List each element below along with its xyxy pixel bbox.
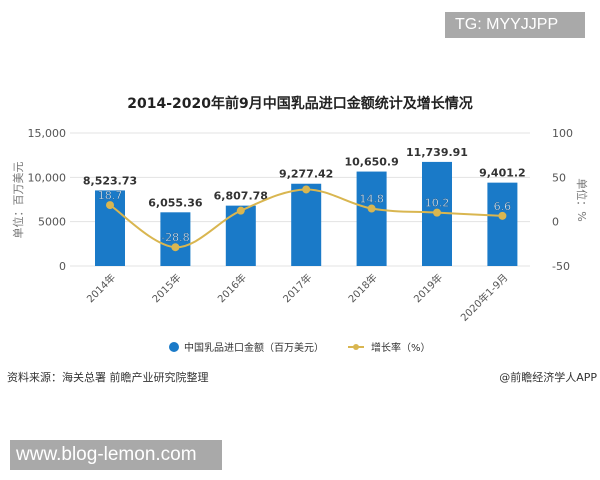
growth-point (106, 201, 114, 210)
x-tick: 2018年 (345, 271, 379, 305)
growth-label: 6.6 (494, 200, 512, 213)
watermark-tag: TG: MYYJJPP (445, 12, 585, 38)
y-tick-right: -50 (552, 260, 570, 273)
growth-point (171, 243, 180, 252)
growth-point (367, 204, 376, 213)
bar (487, 182, 518, 266)
bar-label: 8,523.73 (83, 174, 137, 187)
legend-bar-marker (169, 342, 179, 352)
source-note: 资料来源：海关总署 前瞻产业研究院整理 (7, 371, 209, 384)
y-tick-left: 15,000 (28, 127, 67, 140)
legend-line-dot (353, 344, 359, 350)
growth-point (433, 208, 441, 217)
x-tick: 2015年 (149, 271, 183, 305)
growth-point (498, 211, 507, 220)
y-tick-right: 100 (552, 127, 573, 140)
growth-label: 10.2 (425, 197, 450, 210)
x-tick: 2016年 (215, 271, 249, 305)
y-axis-label-left: 单位：百万美元 (11, 162, 25, 239)
chart-title: 2014-2020年前9月中国乳品进口金额统计及增长情况 (127, 96, 473, 112)
bar (291, 183, 322, 266)
site-watermark: www.blog-lemon.com (10, 440, 222, 470)
y-tick-left: 5000 (38, 216, 66, 229)
growth-point (302, 185, 311, 194)
growth-label: -28.8 (161, 231, 189, 244)
legend-bar-label: 中国乳品进口金额（百万美元） (184, 341, 324, 354)
y-tick-right: 50 (552, 171, 566, 184)
bar (356, 171, 387, 266)
x-tick: 2019年 (411, 271, 445, 305)
x-tick: 2014年 (84, 271, 118, 305)
growth-label: 18.7 (98, 189, 123, 202)
x-tick: 2020年1-9月 (458, 271, 511, 324)
growth-label: 14.8 (359, 193, 384, 206)
y-tick-left: 0 (59, 260, 66, 273)
bar-label: 9,277.42 (279, 168, 333, 181)
bar (225, 205, 256, 266)
growth-point (236, 206, 245, 215)
bar-label: 10,650.9 (344, 156, 398, 169)
y-tick-right: 0 (552, 216, 559, 229)
x-tick: 2017年 (280, 271, 314, 305)
bar-label: 6,807.78 (214, 190, 268, 203)
y-axis-label-right: 单位：% (575, 178, 589, 221)
bar-label: 11,739.91 (406, 146, 468, 159)
y-tick-left: 10,000 (28, 171, 67, 184)
credit: @前瞻经济学人APP (499, 371, 597, 384)
legend-line-label: 增长率（%） (371, 341, 431, 354)
bar-label: 6,055.36 (148, 196, 203, 209)
bar-label: 9,401.2 (479, 167, 526, 180)
bar (160, 212, 191, 266)
